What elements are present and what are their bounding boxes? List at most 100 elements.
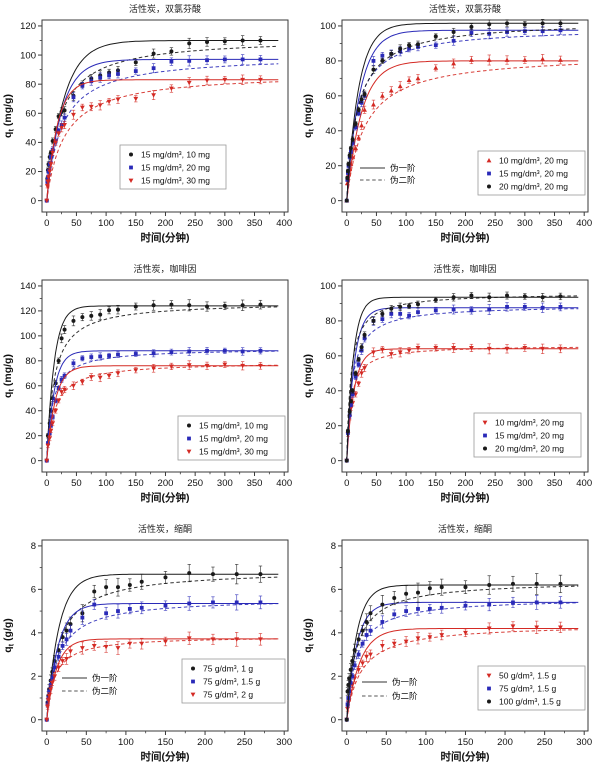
circle-marker — [350, 388, 355, 393]
triangle-up-marker — [451, 61, 457, 66]
chart-title: 活性炭，双氯芬酸 — [429, 3, 501, 14]
circle-marker — [469, 293, 474, 298]
circle-marker — [380, 58, 385, 63]
triangle-down-marker — [88, 104, 94, 110]
circle-marker — [362, 92, 367, 97]
x-tick-label: 300 — [517, 218, 533, 229]
series-1 — [44, 564, 279, 722]
pso-fit-line — [46, 306, 279, 461]
square-marker — [350, 141, 355, 145]
square-marker — [68, 628, 73, 633]
pfo-fit-line — [46, 305, 279, 461]
triangle-up-marker — [362, 107, 367, 112]
y-tick-label: 40 — [325, 126, 336, 137]
triangle-down-marker — [204, 78, 210, 84]
square-marker — [349, 402, 353, 407]
triangle-up-marker — [356, 135, 362, 140]
x-tick-label: 350 — [547, 478, 563, 489]
series-3 — [44, 631, 279, 723]
y-tick-label: 0 — [31, 715, 36, 726]
square-marker — [350, 674, 355, 679]
circle-marker — [522, 22, 527, 27]
circle-marker — [240, 303, 245, 308]
y-axis-label: qt (g/g) — [302, 618, 315, 653]
y-tick-label: 60 — [25, 108, 36, 119]
legend-entry-label: 20 mg/dm³, 20 mg — [495, 444, 564, 454]
pso-fit-line — [46, 350, 279, 461]
circle-marker — [89, 313, 94, 318]
series-3 — [44, 360, 279, 464]
triangle-down-marker — [240, 363, 246, 369]
circle-marker — [115, 307, 120, 312]
triangle-down-marker — [68, 649, 73, 654]
square-marker — [169, 350, 174, 354]
series-2 — [344, 302, 579, 463]
series-3 — [44, 74, 279, 204]
pso-fit-line — [346, 295, 579, 461]
y-tick-label: 100 — [320, 281, 336, 292]
triangle-down-marker — [210, 637, 216, 642]
square-marker — [352, 663, 357, 668]
square-marker — [398, 311, 403, 316]
x-tick-label: 400 — [576, 478, 592, 489]
y-axis-label: qt (mg/g) — [2, 94, 15, 138]
circle-marker — [344, 198, 349, 203]
circle-marker — [522, 294, 527, 299]
pso-fit-line — [46, 603, 279, 720]
triangle-down-marker — [558, 346, 563, 352]
y-axis: 0 20 40 60 80 100 120 — [20, 21, 42, 207]
x-tick-label: 150 — [128, 478, 144, 489]
triangle-down-marker — [46, 693, 52, 699]
subplot-diclofenac-conc: 0 50 100 150 200 250 300 350 400 0 20 40 60 80 100 活性炭，… — [300, 0, 600, 260]
square-marker — [98, 75, 103, 80]
square-marker — [416, 310, 420, 315]
x-tick-label: 0 — [344, 478, 349, 489]
triangle-down-marker — [427, 635, 433, 640]
triangle-down-marker — [406, 348, 412, 354]
square-marker — [56, 128, 61, 133]
x-tick-label: 50 — [371, 218, 382, 229]
y-tick-label: 20 — [325, 161, 336, 172]
pso-fit-line — [346, 602, 579, 720]
square-marker — [222, 57, 227, 62]
square-marker — [463, 603, 468, 608]
y-tick-label: 4 — [331, 628, 336, 639]
circle-marker — [258, 38, 263, 43]
legend-entry-label: 15 mg/dm³, 10 mg — [199, 421, 268, 431]
triangle-down-marker — [44, 717, 50, 723]
y-tick-label: 8 — [31, 541, 36, 552]
x-tick-label: 150 — [158, 737, 174, 748]
square-marker — [127, 607, 132, 611]
chart-svg-1: 0 50 100 150 200 250 300 350 400 0 20 40 60 80 100 120 活… — [2, 3, 292, 244]
square-marker — [439, 605, 444, 610]
x-tick-label: 50 — [371, 478, 382, 489]
triangle-down-marker — [364, 654, 369, 660]
x-axis: 0 50 100 150 200 250 300 350 400 — [44, 212, 292, 229]
circle-marker — [380, 602, 385, 607]
triangle-up-marker — [353, 145, 359, 151]
triangle-down-marker — [186, 80, 192, 86]
circle-marker — [191, 666, 195, 671]
triangle-up-marker — [371, 102, 376, 107]
y-tick-label: 6 — [31, 585, 36, 596]
x-axis-label: 时间(分钟) — [141, 231, 190, 244]
y-tick-label: 4 — [31, 628, 36, 639]
series-3 — [344, 291, 579, 463]
triangle-down-marker — [482, 420, 488, 425]
circle-marker — [104, 585, 109, 590]
triangle-down-marker — [103, 645, 109, 650]
triangle-down-marker — [47, 436, 53, 441]
square-marker — [222, 348, 227, 353]
triangle-down-marker — [258, 363, 263, 369]
square-marker — [116, 72, 120, 76]
circle-marker — [398, 304, 403, 309]
square-marker — [407, 46, 411, 51]
x-axis-label: 时间(分钟) — [441, 491, 490, 504]
x-tick-label: 100 — [98, 218, 114, 229]
triangle-up-marker — [558, 57, 563, 62]
legend-entry-label: 10 mg/dm³, 20 mg — [499, 156, 568, 166]
triangle-down-marker — [379, 643, 385, 649]
y-tick-label: 20 — [25, 167, 36, 178]
x-tick-label: 0 — [44, 737, 49, 748]
